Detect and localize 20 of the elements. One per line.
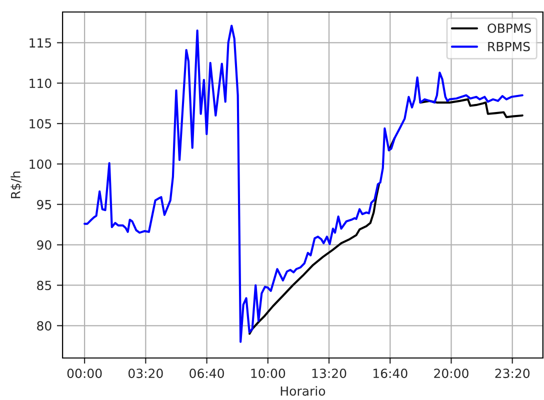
x-tick-label: 10:00 [251, 368, 286, 378]
legend-label: OBPMS [488, 23, 531, 33]
y-tick-label: 85 [37, 280, 52, 290]
x-tick-label: 16:40 [373, 368, 408, 378]
x-tick-label: 06:40 [190, 368, 224, 378]
y-tick-label: 115 [30, 38, 52, 48]
x-tick-label: 23:20 [495, 368, 530, 378]
y-axis-title: R$/h [10, 172, 22, 198]
x-tick-label: 13:20 [312, 368, 346, 378]
legend-label: RBPMS [488, 42, 530, 52]
y-tick-label: 95 [37, 200, 52, 210]
y-tick-label: 100 [30, 159, 52, 169]
x-tick-label: 03:20 [128, 368, 163, 378]
x-axis-title: Horario [280, 386, 326, 396]
y-tick-label: 110 [30, 78, 52, 88]
y-tick-label: 90 [37, 240, 52, 250]
x-tick-label: 20:00 [434, 368, 468, 378]
y-tick-label: 105 [30, 119, 52, 128]
y-tick-label: 80 [37, 321, 52, 331]
x-tick-label: 00:00 [67, 368, 102, 378]
